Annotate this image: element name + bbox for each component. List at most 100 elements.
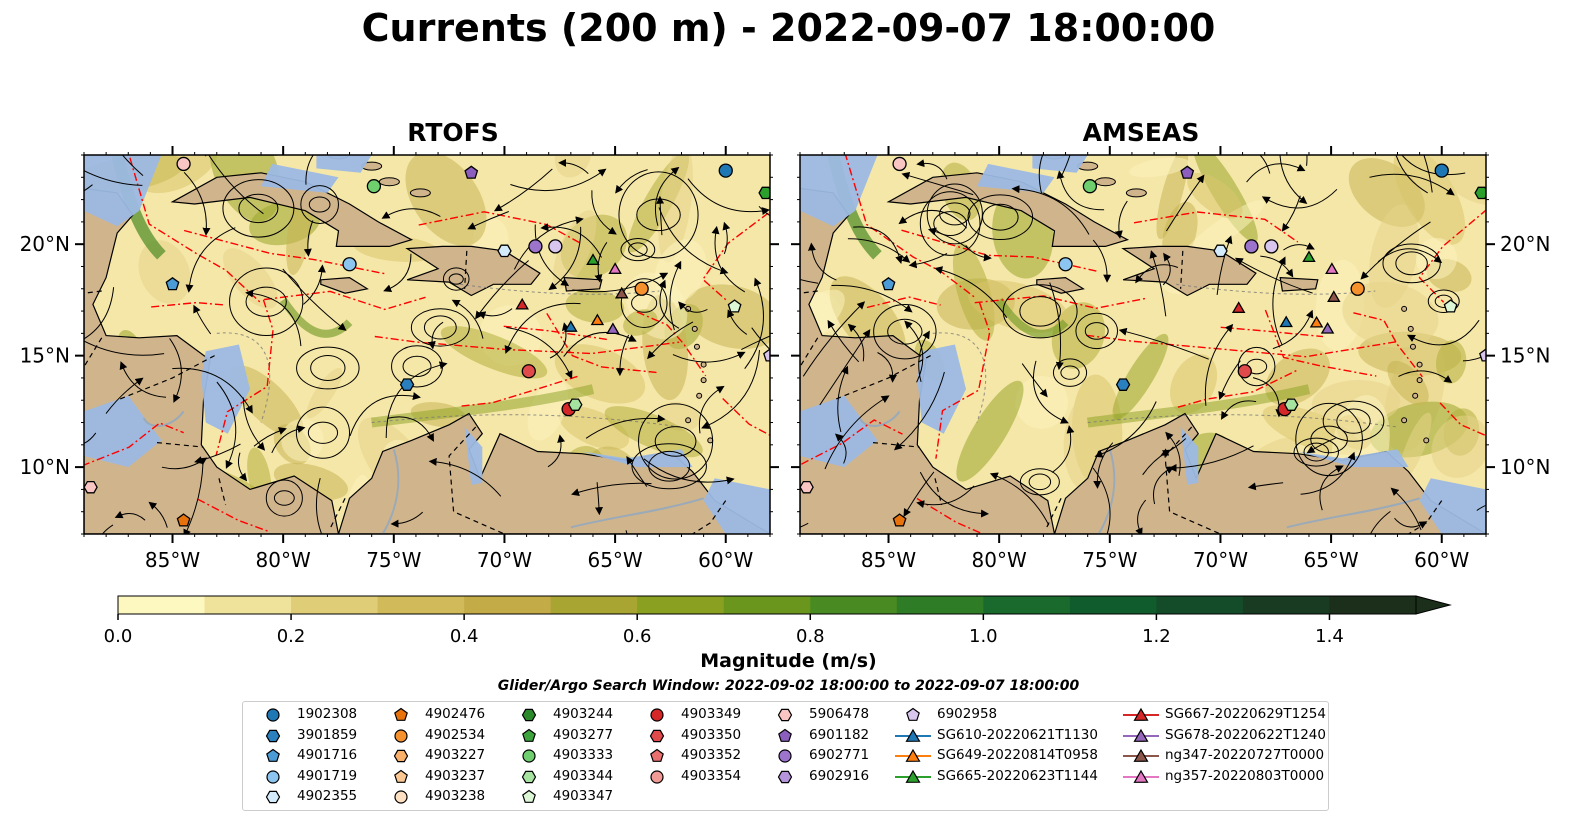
float-marker	[634, 281, 649, 296]
float-marker	[176, 156, 191, 172]
float-marker	[497, 244, 512, 258]
float-marker	[614, 286, 629, 299]
legend-label: SG678-20220622T1240	[1165, 726, 1326, 743]
float-markers	[800, 156, 1486, 527]
legend-marker-icon	[394, 728, 408, 743]
legend-marker-icon	[265, 729, 281, 742]
colorbar-tick-label: 1.4	[1315, 626, 1344, 647]
float-marker	[568, 398, 583, 411]
legend-marker-icon	[266, 748, 280, 762]
float-marker	[718, 163, 733, 178]
search-window-text: Glider/Argo Search Window: 2022-09-02 18…	[497, 678, 1080, 694]
float-marker	[1309, 315, 1324, 328]
float-marker	[521, 364, 536, 379]
colorbar-tick-label: 0.8	[796, 626, 825, 647]
lon-tick-label: 60°W	[698, 548, 753, 572]
lon-tick-label: 80°W	[256, 548, 311, 572]
map-panel-rtofs[interactable]: 85°W 80°W 75°W 70°W 65°W 60°W 20°N 15°N 10°N	[2, 104, 798, 572]
colorbar: 0.0 0.2 0.4 0.6 0.8 1.0 1.2 1.4	[104, 595, 1452, 647]
legend-marker-icon	[393, 749, 409, 763]
panel-title-amseas: AMSEAS	[1082, 118, 1200, 147]
colorbar-segment	[1069, 596, 1157, 614]
legend-marker-icon	[1123, 769, 1159, 783]
panel-title-rtofs: RTOFS	[407, 118, 499, 147]
float-marker	[84, 480, 98, 494]
float-marker	[1082, 179, 1098, 194]
legend-label: 4903244	[553, 706, 614, 722]
float-marker	[1474, 186, 1486, 200]
colorbar-tick-label: 0.0	[104, 626, 133, 647]
figure-title: Currents (200 m) - 2022-09-07 18:00:00	[361, 6, 1216, 50]
float-marker	[1320, 322, 1335, 334]
jamaica-land	[320, 276, 369, 294]
lon-tick-label: 70°W	[1193, 548, 1248, 572]
florida-land	[953, 155, 994, 156]
float-marker	[1325, 262, 1339, 275]
float-marker	[758, 186, 770, 200]
map-panel-amseas[interactable]: 85°W 80°W 75°W 70°W 65°W 60°W 20°N 15°N 10°N	[724, 85, 1551, 575]
legend-marker-icon	[266, 769, 280, 784]
colorbar-segment	[291, 596, 379, 614]
float-marker	[881, 276, 896, 291]
legend-marker-icon	[1123, 707, 1159, 721]
legend-label: 4901719	[297, 767, 358, 784]
legend-label: 4903347	[553, 788, 614, 804]
float-marker	[763, 348, 770, 362]
map-frame	[83, 154, 771, 535]
lon-tick-label: 65°W	[587, 548, 642, 572]
float-marker	[515, 297, 529, 310]
lon-tick-label: 70°W	[477, 548, 532, 572]
float-markers	[84, 156, 770, 527]
legend-label: SG610-20220621T1130	[937, 726, 1098, 743]
float-marker	[548, 239, 563, 254]
float-marker	[1279, 315, 1293, 328]
float-marker	[1180, 165, 1195, 179]
legend-marker-icon	[649, 729, 665, 742]
legend: 1902308 3901859 4901716 4901719 4902355 49024…	[242, 701, 1329, 811]
legend-label: SG667-20220629T1254	[1165, 706, 1326, 722]
float-marker	[727, 299, 742, 313]
legend-marker-icon	[895, 748, 931, 762]
legend-marker-icon	[895, 728, 931, 742]
float-marker	[1213, 244, 1228, 258]
legend-label: ng357-20220803T0000	[1165, 767, 1325, 784]
lon-tick-label: 75°W	[1082, 548, 1137, 572]
legend-label: 4902476	[425, 706, 486, 722]
float-marker	[892, 156, 907, 172]
float-marker	[1231, 301, 1246, 313]
float-marker	[1058, 257, 1073, 272]
legend-label: 4902355	[297, 788, 358, 804]
legend-marker-icon	[777, 708, 793, 722]
float-marker	[1443, 299, 1458, 313]
float-marker	[608, 262, 622, 274]
legend-marker-icon	[778, 728, 792, 742]
lat-tick-label: 10°N	[20, 455, 70, 479]
float-marker	[590, 313, 605, 326]
colorbar-segment	[723, 596, 811, 614]
float-marker	[366, 179, 382, 194]
jamaica-land	[1036, 276, 1085, 294]
float-marker	[342, 257, 357, 272]
legend-marker-icon	[266, 708, 280, 722]
colorbar-segment	[810, 596, 898, 614]
legend-marker-icon	[521, 770, 537, 783]
streamlines	[800, 155, 1486, 534]
lat-tick-label: 15°N	[20, 344, 70, 368]
legend-label: 6902916	[809, 767, 870, 784]
legend-label: 4903333	[553, 747, 614, 763]
float-marker	[1264, 239, 1279, 254]
colorbar-label: Magnitude (m/s)	[700, 650, 877, 672]
legend-label: 4902534	[425, 726, 486, 743]
float-marker	[606, 322, 620, 335]
float-marker	[1350, 281, 1365, 296]
legend-label: SG665-20220623T1144	[937, 767, 1098, 784]
legend-label: 1902308	[297, 706, 358, 722]
legend-marker-icon	[394, 790, 408, 804]
float-marker	[1327, 290, 1341, 302]
colorbar-segment	[1156, 596, 1244, 614]
lon-tick-label: 60°W	[1414, 548, 1469, 572]
float-marker	[1434, 163, 1449, 178]
lon-tick-label: 65°W	[1303, 548, 1358, 572]
legend-label: 4903238	[425, 788, 486, 804]
